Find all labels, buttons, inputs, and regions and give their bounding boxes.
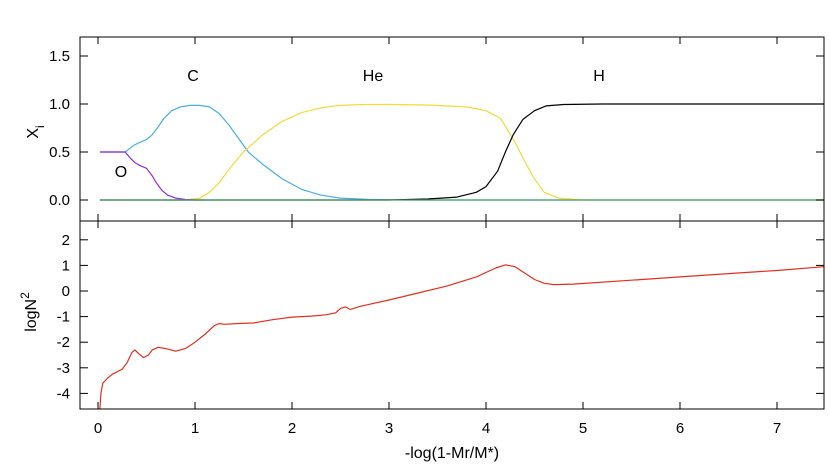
logn2-ytick-label: -3: [57, 360, 70, 377]
logn2-ytick-label: -4: [57, 385, 70, 402]
abundance-ytick-label: 0.0: [49, 192, 70, 209]
x-tick-label: 0: [94, 420, 102, 437]
abundance-ytick-label: 0.5: [49, 144, 70, 161]
x-tick-label: 3: [385, 420, 393, 437]
abundance-axis-ticks: 0.0 0.5 1.0 1.5: [49, 37, 824, 221]
label-he: He: [363, 68, 384, 85]
x-tick-label: 2: [288, 420, 296, 437]
panel-abundances: 0.0 0.5 1.0 1.5 Xi C He H O: [25, 36, 825, 222]
label-c: C: [187, 68, 199, 85]
logn2-curve: [99, 264, 825, 409]
label-h: H: [593, 68, 605, 85]
x-axis-title: -log(1-Mr/M*): [405, 445, 499, 462]
abundance-series-0: [99, 104, 824, 201]
abundance-series-1: [170, 103, 824, 201]
x-tick-label: 5: [579, 420, 587, 437]
logn2-ytick-label: -1: [57, 309, 70, 326]
abundance-curves: [99, 103, 824, 201]
logn2-ytick-label: 0: [62, 283, 70, 300]
logn2-ytick-label: -2: [57, 334, 70, 351]
abundance-ytick-label: 1.5: [49, 48, 70, 65]
panel-brunt-vaisala: 2 1 0 -1 -2 -3 -4 0 1 2 3 4 5 6 7 logN2 -log(1-Mr/M*): [18, 220, 825, 462]
x-tick-label: 4: [482, 420, 490, 437]
logn2-ytick-label: 1: [62, 257, 70, 274]
x-tick-label: 6: [676, 420, 684, 437]
abundance-series-3: [99, 151, 205, 201]
logn2-axis-ticks: 2 1 0 -1 -2 -3 -4 0 1 2 3 4 5 6 7: [57, 221, 824, 437]
logn2-ytick-label: 2: [62, 232, 70, 249]
logn2-y-axis-title: logN2: [18, 292, 40, 332]
label-o: O: [115, 164, 127, 181]
x-tick-label: 1: [191, 420, 199, 437]
logn2-plot-frame: [79, 220, 825, 410]
x-tick-label: 7: [773, 420, 781, 437]
abundance-ytick-label: 1.0: [49, 96, 70, 113]
logn2-series-0: [99, 264, 825, 409]
abundance-y-axis-title: Xi: [25, 125, 47, 138]
